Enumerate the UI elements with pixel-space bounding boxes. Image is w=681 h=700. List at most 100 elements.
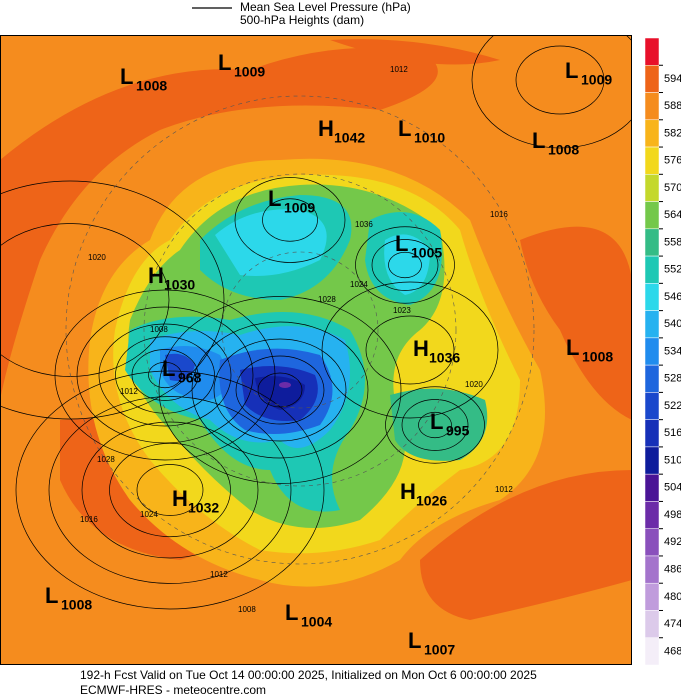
height-field xyxy=(279,382,291,388)
contour-label: 1023 xyxy=(393,306,411,315)
colorbar-cell xyxy=(644,528,660,557)
contour-label: 1016 xyxy=(490,210,508,219)
center-value: 1026 xyxy=(416,493,447,509)
isobar xyxy=(401,399,469,451)
contour-label: 1012 xyxy=(210,570,228,579)
center-value: 1007 xyxy=(424,642,455,658)
colorbar-cell xyxy=(644,255,660,284)
center-value: 1009 xyxy=(581,72,612,88)
contour-label: 1020 xyxy=(465,380,483,389)
contour-label: 1020 xyxy=(88,253,106,262)
colorbar-label: 552 xyxy=(664,264,681,276)
contour-label: 1008 xyxy=(150,325,168,334)
isobar xyxy=(385,386,485,464)
colorbar-cell xyxy=(644,65,660,93)
center-letter: L xyxy=(430,409,443,434)
isobar xyxy=(76,306,254,444)
colorbar-cell xyxy=(644,446,660,475)
center-letter: H xyxy=(413,336,429,361)
colorbar-cell xyxy=(644,228,660,257)
isobar xyxy=(136,464,204,516)
colorbar-label: 510 xyxy=(664,454,681,466)
center-value: 1009 xyxy=(284,200,315,216)
center-value: 1008 xyxy=(61,597,92,613)
height-field xyxy=(255,376,305,410)
colorbar-cell xyxy=(644,473,660,502)
colorbar-cell xyxy=(644,310,660,339)
isobar xyxy=(418,411,452,439)
isobar xyxy=(234,177,346,263)
colorbar-label: 474 xyxy=(664,618,681,630)
isobar xyxy=(515,45,605,115)
colorbar-cell xyxy=(644,283,660,311)
center-letter: L xyxy=(395,231,408,256)
center-value: 1008 xyxy=(582,349,613,365)
footer-text: 192-h Fcst Valid on Tue Oct 14 00:00:00 … xyxy=(80,668,537,682)
contour-label: 1028 xyxy=(318,295,336,304)
isobar xyxy=(371,239,439,291)
isobar xyxy=(81,421,259,559)
colorbar-label: 468 xyxy=(664,645,681,657)
colorbar-cell xyxy=(644,582,660,611)
height-field xyxy=(165,353,195,381)
height-field xyxy=(0,47,438,400)
colorbar-cell xyxy=(644,392,660,420)
isobar xyxy=(262,198,318,242)
colorbar-label: 582 xyxy=(664,127,681,139)
center-value: 1004 xyxy=(301,614,332,630)
center-letter: L xyxy=(45,583,58,608)
center-letter: L xyxy=(285,600,298,625)
colorbar-label: 564 xyxy=(664,209,681,221)
colorbar-cell xyxy=(644,174,660,202)
center-letter: L xyxy=(566,335,579,360)
center-letter: H xyxy=(172,486,188,511)
center-value: 1036 xyxy=(429,350,460,366)
center-letter: L xyxy=(408,628,421,653)
contour-label: 1024 xyxy=(350,280,368,289)
colorbar-cell xyxy=(644,637,660,666)
colorbar-cell xyxy=(644,37,660,66)
isobar xyxy=(0,180,225,420)
isobar xyxy=(48,396,292,584)
legend-text: Mean Sea Level Pressure (hPa) xyxy=(240,0,411,14)
colorbar-label: 486 xyxy=(664,563,681,575)
colorbar-label: 576 xyxy=(664,155,681,167)
center-letter: L xyxy=(162,356,175,381)
center-value: 1005 xyxy=(411,245,442,261)
contour-label: 1012 xyxy=(390,65,408,74)
center-letter: H xyxy=(148,263,164,288)
center-letter: H xyxy=(400,479,416,504)
contour-label: 1028 xyxy=(97,455,115,464)
colorbar-label: 546 xyxy=(664,291,681,303)
colorbar-cell xyxy=(644,419,660,448)
isobar xyxy=(98,323,232,427)
center-value: 1009 xyxy=(234,64,265,80)
colorbar-label: 594 xyxy=(664,73,681,85)
height-field xyxy=(215,209,327,276)
graticule xyxy=(143,173,457,487)
colorbar-label: 492 xyxy=(664,536,681,548)
center-value: 1008 xyxy=(548,142,579,158)
center-letter: L xyxy=(120,64,133,89)
isobar xyxy=(191,321,369,459)
colorbar-label: 516 xyxy=(664,427,681,439)
height-field xyxy=(420,470,632,620)
isobar xyxy=(158,296,402,484)
footer-text: ECMWF-HRES - meteocentre.com xyxy=(80,683,266,697)
height-field xyxy=(390,388,488,461)
isobar xyxy=(321,281,499,419)
center-value: 995 xyxy=(446,423,470,439)
colorbar-label: 480 xyxy=(664,591,681,603)
isobar xyxy=(15,370,325,610)
colorbar-cell xyxy=(644,146,660,175)
colorbar-label: 504 xyxy=(664,482,681,494)
contour-label: 1016 xyxy=(80,515,98,524)
center-value: 1010 xyxy=(414,130,445,146)
center-value: 968 xyxy=(178,370,202,386)
colorbar-cell xyxy=(644,501,660,529)
center-letter: L xyxy=(398,116,411,141)
colorbar-cell xyxy=(644,201,660,230)
colorbar-cell xyxy=(644,92,660,121)
